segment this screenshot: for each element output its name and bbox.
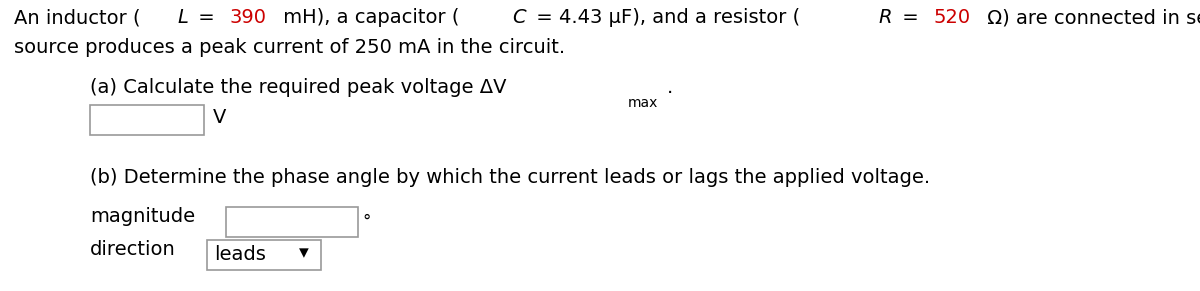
Text: °: °	[362, 213, 371, 231]
Text: direction: direction	[90, 240, 175, 259]
Text: C: C	[512, 8, 526, 27]
Text: R: R	[878, 8, 892, 27]
Text: max: max	[628, 96, 658, 110]
Text: V: V	[212, 108, 226, 127]
Text: ▾: ▾	[299, 244, 308, 262]
Text: (b) Determine the phase angle by which the current leads or lags the applied vol: (b) Determine the phase angle by which t…	[90, 168, 930, 187]
Text: = 4.43 μF), and a resistor (: = 4.43 μF), and a resistor (	[529, 8, 800, 27]
Text: magnitude: magnitude	[90, 207, 196, 226]
Text: .: .	[667, 78, 673, 97]
Text: 390: 390	[229, 8, 266, 27]
Text: =: =	[895, 8, 925, 27]
Text: L: L	[178, 8, 188, 27]
Text: An inductor (: An inductor (	[14, 8, 140, 27]
Text: leads: leads	[214, 245, 265, 264]
FancyBboxPatch shape	[226, 207, 358, 237]
Text: Ω) are connected in series. A 50.0-Hz AC: Ω) are connected in series. A 50.0-Hz AC	[982, 8, 1200, 27]
Text: =: =	[192, 8, 221, 27]
Text: mH), a capacitor (: mH), a capacitor (	[277, 8, 460, 27]
Text: (a) Calculate the required peak voltage ΔV: (a) Calculate the required peak voltage …	[90, 78, 506, 97]
FancyBboxPatch shape	[206, 240, 320, 270]
Text: source produces a peak current of 250 mA in the circuit.: source produces a peak current of 250 mA…	[14, 38, 565, 57]
FancyBboxPatch shape	[90, 105, 204, 135]
Text: 520: 520	[934, 8, 971, 27]
